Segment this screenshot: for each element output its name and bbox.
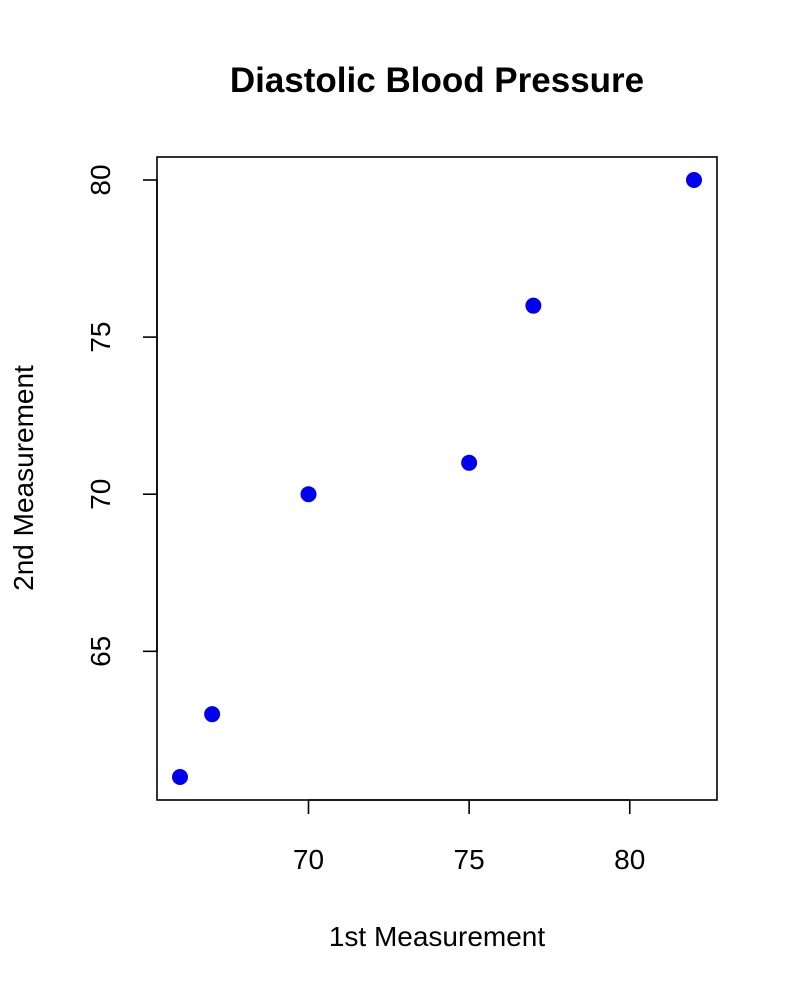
data-point <box>525 297 542 314</box>
y-axis: 65 70 75 80 <box>85 164 158 667</box>
y-tick-label: 80 <box>85 164 116 195</box>
y-axis-label: 2nd Measurement <box>8 365 39 591</box>
data-point <box>204 706 221 723</box>
data-point <box>172 769 188 785</box>
x-axis-label: 1st Measurement <box>329 921 546 952</box>
x-tick-label: 75 <box>454 844 485 875</box>
y-tick-label: 75 <box>85 322 116 353</box>
data-point <box>686 172 702 188</box>
data-points <box>172 172 702 785</box>
chart-title: Diastolic Blood Pressure <box>230 61 644 100</box>
x-axis: 70 75 80 <box>293 799 645 875</box>
y-tick-label: 65 <box>85 636 116 667</box>
x-tick-label: 80 <box>614 844 645 875</box>
data-point <box>300 486 317 503</box>
plot-frame <box>156 156 718 801</box>
y-tick-label: 70 <box>85 479 116 510</box>
x-tick-label: 70 <box>293 844 324 875</box>
data-point <box>461 454 478 471</box>
